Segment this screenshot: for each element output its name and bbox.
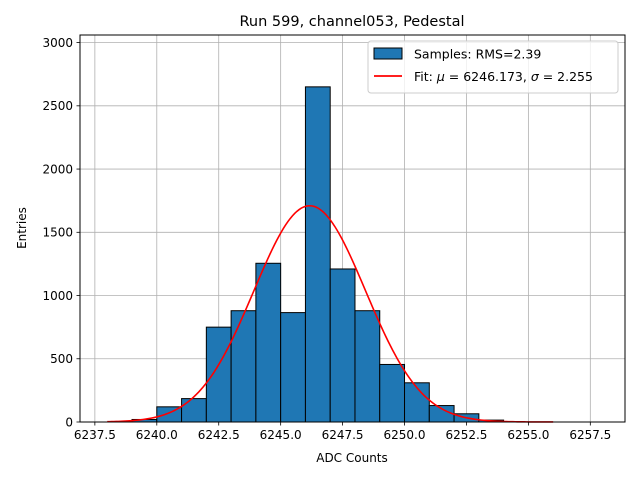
legend-fit-mu-symbol: μ (436, 69, 445, 84)
legend-histogram-swatch (373, 47, 403, 60)
histogram-bar (304, 86, 331, 423)
plot-frame (79, 34, 626, 423)
y-axis-label: Entries (15, 207, 29, 249)
y-tick-label: 2000 (42, 162, 73, 176)
legend-histogram-label: Samples: RMS=2.39 (414, 47, 541, 62)
x-tick-label: 6242.5 (198, 428, 240, 442)
y-tick-label: 500 (50, 352, 73, 366)
x-tick-label: 6252.5 (445, 428, 487, 442)
histogram-bar (230, 310, 257, 423)
x-tick-label: 6255.0 (507, 428, 549, 442)
y-tick-label: 3000 (42, 36, 73, 50)
legend: Samples: RMS=2.39 Fit: μ = 6246.173, σ =… (367, 40, 619, 94)
histogram-bar (329, 268, 356, 423)
x-axis-ticks: 6237.5 6240.0 6242.5 6245.0 6247.5 6250.0 6252… (74, 422, 611, 442)
fit-curve (107, 204, 554, 423)
legend-fit-prefix: Fit: (414, 69, 437, 84)
histogram-bar (181, 398, 207, 423)
histogram-bar (280, 312, 306, 423)
legend-fit-sigma-value: = 2.255 (539, 69, 593, 84)
y-tick-label: 2500 (42, 99, 73, 113)
x-tick-label: 6245.0 (260, 428, 302, 442)
chart-title: Run 599, channel053, Pedestal (239, 14, 464, 30)
x-tick-label: 6257.5 (569, 428, 611, 442)
fit-curve-layer (107, 204, 554, 423)
x-tick-label: 6240.0 (136, 428, 178, 442)
histogram-bar (354, 310, 381, 423)
legend-fit-sigma-symbol: σ (531, 69, 540, 84)
histogram-bar (404, 382, 430, 423)
histogram-bars (131, 86, 505, 423)
x-axis-label: ADC Counts (316, 451, 388, 465)
y-tick-label: 0 (65, 415, 73, 429)
y-axis-ticks: 0 500 1000 1500 2000 2500 3000 (42, 36, 80, 429)
histogram-bar (255, 262, 282, 423)
legend-fit-label: Fit: μ = 6246.173, σ = 2.255 (414, 69, 593, 84)
histogram-bar (205, 326, 232, 423)
x-tick-label: 6250.0 (384, 428, 426, 442)
y-tick-label: 1500 (42, 226, 73, 240)
histogram-bar (379, 363, 406, 423)
y-tick-label: 1000 (42, 289, 73, 303)
x-tick-label: 6237.5 (74, 428, 116, 442)
x-tick-label: 6247.5 (322, 428, 364, 442)
legend-fit-mu-value: = 6246.173, (445, 69, 531, 84)
legend-box (367, 40, 619, 94)
